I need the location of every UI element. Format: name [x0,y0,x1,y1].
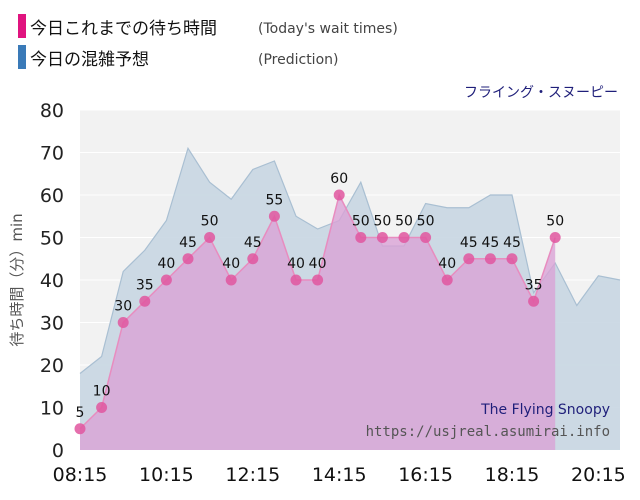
today-point [139,295,151,307]
today-data-label: 50 [546,214,564,230]
today-data-label: 40 [309,256,327,272]
x-tick-label: 20:15 [571,464,626,486]
y-tick-label: 80 [40,100,64,122]
today-data-label: 5 [76,405,85,421]
y-tick-label: 30 [40,313,64,335]
today-point [182,253,194,265]
today-point [96,402,108,413]
today-data-label: 10 [93,384,111,400]
y-tick-label: 60 [40,185,64,207]
today-data-label: 50 [373,214,391,230]
y-axis-label: 待ち時間（分）min [8,213,26,346]
today-data-label: 45 [503,235,521,251]
today-data-label: 45 [460,235,478,251]
today-point [398,232,410,243]
today-data-label: 40 [438,256,456,272]
today-point [268,210,280,222]
today-point [204,232,216,243]
today-data-label: 35 [136,277,154,293]
y-tick-label: 70 [40,143,64,165]
y-tick-label: 50 [40,228,64,250]
today-data-label: 40 [157,256,175,272]
today-point [549,232,561,243]
today-point [225,274,237,286]
x-tick-label: 14:15 [312,464,367,486]
legend-sublabel-today: (Today's wait times) [258,21,398,37]
today-point [74,423,86,435]
today-point [312,274,324,286]
today-data-label: 50 [201,214,219,230]
today-point [290,274,302,286]
today-data-label: 40 [222,256,240,272]
y-tick-label: 40 [40,270,64,292]
today-point [117,317,129,328]
x-tick-label: 08:15 [53,464,108,486]
today-point [247,253,259,265]
legend-label-today: 今日これまでの待ち時間 [30,19,217,39]
today-point [376,232,388,243]
watermark-url: https://usjreal.asumirai.info [365,424,610,440]
x-tick-label: 10:15 [139,464,194,486]
today-point [441,274,453,286]
today-point [484,253,496,265]
today-point [333,189,345,201]
x-tick-label: 16:15 [398,464,453,486]
prediction-line [79,146,621,374]
chart-legend: 今日これまでの待ち時間 (Today's wait times) 今日の混雑予想… [0,0,640,80]
today-point [160,274,172,286]
today-data-label: 55 [265,192,283,208]
today-data-label: 35 [525,277,543,293]
today-point [528,295,540,307]
today-data-label: 45 [481,235,499,251]
legend-sublabel-prediction: (Prediction) [258,52,339,68]
today-data-label: 40 [287,256,305,272]
today-data-label: 45 [244,235,262,251]
x-tick-label: 12:15 [225,464,280,486]
today-data-label: 45 [179,235,197,251]
today-data-label: 50 [417,214,435,230]
today-point [420,232,432,243]
watermark-title: The Flying Snoopy [481,402,610,418]
today-data-label: 60 [330,171,348,187]
today-area [80,195,556,450]
legend-swatch-prediction [18,45,26,69]
today-point [506,253,518,265]
legend-swatch-today [18,14,26,38]
today-data-label: 30 [114,299,132,315]
legend-label-prediction: 今日の混雑予想 [30,50,149,70]
x-tick-label: 18:15 [485,464,540,486]
y-tick-label: 10 [40,398,64,420]
y-tick-label: 0 [52,440,64,462]
today-point [463,253,475,265]
today-data-label: 50 [395,214,413,230]
today-point [355,232,367,243]
y-tick-label: 20 [40,355,64,377]
today-data-label: 50 [352,214,370,230]
attraction-name: フライング・スヌーピー [464,85,618,101]
